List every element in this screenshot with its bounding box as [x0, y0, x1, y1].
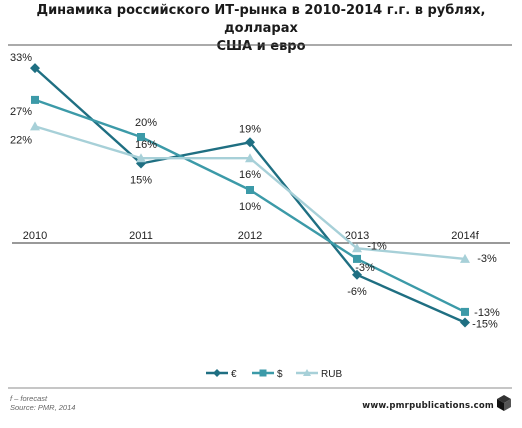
chart-title: Динамика российского ИТ-рынка в 2010-201…: [0, 2, 522, 56]
forecast-note: f – forecast: [10, 394, 48, 403]
data-label: -6%: [347, 286, 367, 298]
data-point: [137, 133, 145, 141]
data-label: 10%: [239, 201, 261, 213]
legend-label: $: [277, 369, 283, 380]
chart-title-line-2: США и евро: [216, 39, 306, 54]
data-label: -1%: [367, 240, 387, 252]
data-point: [352, 243, 362, 253]
x-tick-label: 2013: [345, 230, 369, 242]
cube-icon: [497, 395, 511, 411]
data-point: [353, 254, 361, 263]
x-tick-label: 2011: [129, 230, 153, 242]
data-label: -13%: [474, 307, 500, 319]
legend-label: RUB: [321, 369, 342, 380]
legend-label: €: [231, 369, 237, 380]
data-label: 27%: [10, 106, 32, 118]
data-point: [30, 121, 40, 131]
data-point: [460, 317, 470, 328]
x-tick-label: 2012: [238, 230, 262, 242]
legend-marker: [259, 369, 267, 377]
data-point: [461, 307, 469, 316]
legend-marker: [213, 369, 221, 377]
data-label: 16%: [239, 169, 261, 181]
data-label: -3%: [477, 253, 497, 265]
data-label: 15%: [130, 175, 152, 187]
x-tick-label: 2010: [23, 230, 47, 242]
data-point: [245, 153, 255, 163]
data-point: [245, 137, 255, 148]
data-label: 20%: [135, 117, 157, 129]
brand-url: www.pmrpublications.com: [362, 401, 494, 411]
data-label: 19%: [239, 123, 261, 135]
data-point: [136, 153, 146, 163]
data-label: 33%: [10, 52, 32, 64]
x-tick-label: 2014f: [451, 230, 479, 242]
data-label: -3%: [355, 262, 375, 274]
data-point: [460, 253, 470, 263]
legend-marker: [303, 369, 311, 376]
data-label: 22%: [10, 134, 32, 146]
data-point: [30, 63, 40, 74]
data-point: [352, 269, 362, 280]
data-point: [246, 186, 254, 194]
chart-title-line-1: Динамика российского ИТ-рынка в 2010-201…: [36, 3, 486, 36]
data-point: [31, 95, 39, 104]
source-note: Source: PMR, 2014: [10, 403, 76, 412]
data-label: 16%: [135, 139, 157, 151]
series-line-€: [34, 67, 466, 324]
data-label: -15%: [472, 319, 498, 331]
